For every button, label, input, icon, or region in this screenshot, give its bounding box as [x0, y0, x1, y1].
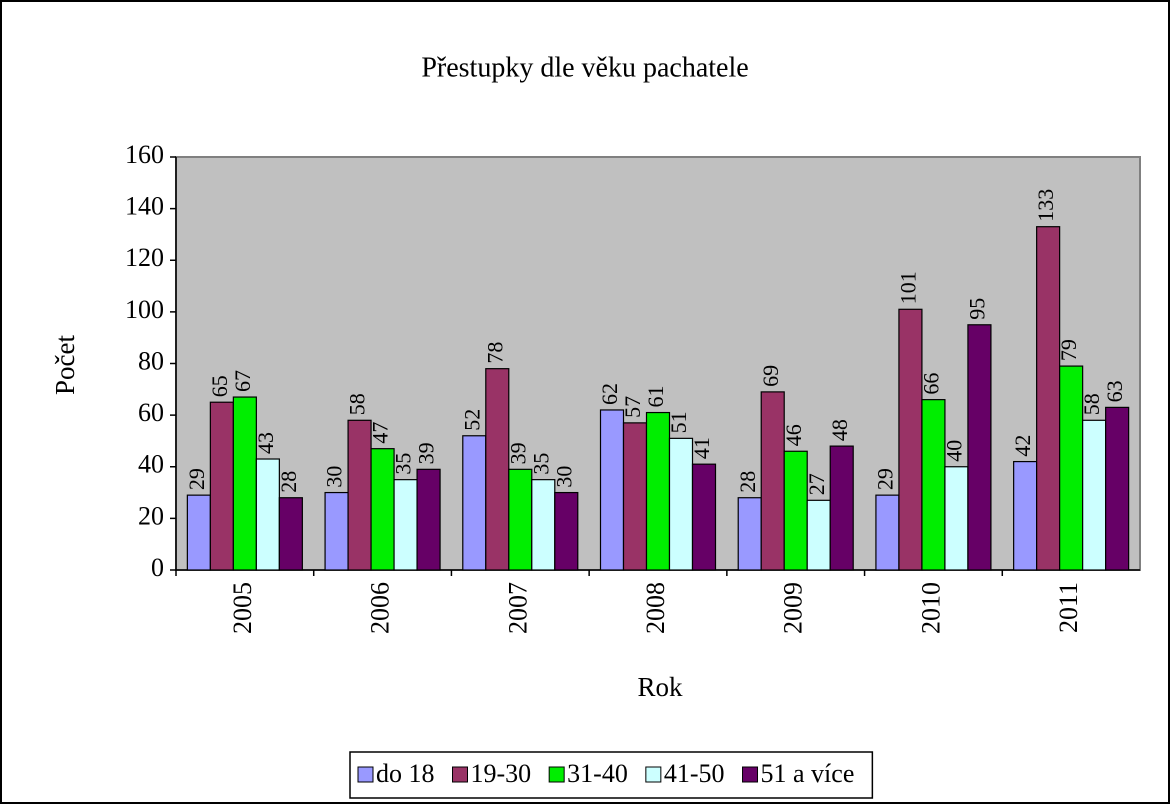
- legend-swatch: [742, 766, 759, 783]
- bar: [1013, 460, 1038, 571]
- data-label: 28: [735, 471, 760, 493]
- x-tick-label: 2007: [503, 582, 532, 634]
- data-label: 52: [459, 409, 484, 431]
- data-label: 30: [551, 466, 576, 488]
- chart-title: Přestupky dle věku pachatele: [421, 52, 748, 83]
- data-label: 42: [1010, 435, 1035, 457]
- y-tick-label: 20: [138, 501, 164, 530]
- y-axis-label: Počet: [50, 335, 80, 395]
- bar: [278, 497, 303, 571]
- data-label: 28: [276, 471, 301, 493]
- legend-swatch: [452, 766, 468, 783]
- bar: [1082, 419, 1107, 571]
- bar: [462, 435, 487, 571]
- data-label: 79: [1056, 339, 1081, 361]
- data-label: 67: [230, 370, 255, 392]
- legend-label: 41-50: [664, 759, 725, 788]
- data-label: 101: [895, 271, 920, 304]
- y-tick-label: 40: [138, 450, 164, 479]
- data-label: 78: [482, 342, 507, 364]
- bar: [806, 499, 831, 571]
- data-label: 62: [597, 383, 622, 405]
- x-tick-label: 2005: [228, 582, 257, 634]
- data-label: 48: [827, 419, 852, 441]
- y-tick-label: 80: [138, 346, 164, 375]
- legend-label: 31-40: [567, 759, 628, 788]
- x-tick-label: 2006: [366, 582, 395, 634]
- y-tick-label: 160: [125, 140, 164, 169]
- bar: [232, 396, 257, 571]
- data-label: 66: [918, 373, 943, 395]
- data-label: 35: [391, 453, 416, 475]
- bar: [645, 411, 671, 571]
- bar: [554, 491, 579, 571]
- bar: [875, 494, 900, 571]
- bar: [393, 479, 418, 571]
- data-label: 35: [528, 453, 553, 475]
- data-label: 43: [253, 432, 278, 454]
- bar: [737, 497, 762, 571]
- bar: [921, 399, 946, 571]
- y-tick-label: 140: [125, 192, 164, 221]
- data-label: 63: [1102, 380, 1127, 402]
- data-label: 39: [414, 442, 439, 464]
- y-tick-label: 120: [125, 243, 164, 272]
- data-label: 29: [184, 468, 209, 490]
- x-tick-label: 2009: [779, 582, 808, 634]
- legend-label: 19-30: [471, 759, 532, 788]
- data-label: 29: [872, 468, 897, 490]
- bar: [186, 494, 211, 571]
- bar: [898, 308, 923, 571]
- data-label: 40: [941, 440, 966, 462]
- bar: [829, 445, 854, 571]
- data-label: 95: [964, 298, 989, 320]
- legend-label: 51 a více: [761, 759, 855, 788]
- x-axis-label: Rok: [637, 672, 683, 702]
- bar: [531, 479, 556, 571]
- data-label: 27: [804, 473, 829, 495]
- y-tick-label: 100: [125, 295, 164, 324]
- x-tick-label: 2010: [916, 582, 945, 634]
- data-label: 61: [643, 386, 668, 408]
- bar: [485, 368, 510, 571]
- y-tick-label: 60: [138, 398, 164, 427]
- data-label: 51: [666, 411, 691, 433]
- bar: [783, 450, 808, 571]
- bar: [944, 466, 969, 571]
- bar: [760, 391, 785, 571]
- data-label: 58: [1079, 393, 1104, 415]
- legend-swatch: [357, 766, 374, 783]
- bar: [622, 422, 648, 571]
- data-label: 30: [322, 466, 347, 488]
- bar: [691, 463, 717, 571]
- data-label: 65: [207, 375, 232, 397]
- legend-swatch: [548, 766, 565, 783]
- data-label: 69: [758, 365, 783, 387]
- bar: [416, 468, 441, 571]
- y-tick-label: 0: [151, 553, 164, 582]
- bar: [1036, 226, 1061, 571]
- x-tick-label: 2008: [641, 582, 670, 634]
- bar: [1105, 406, 1130, 571]
- data-label: 133: [1033, 189, 1058, 222]
- bar: [324, 491, 349, 571]
- bar: [209, 401, 234, 571]
- legend-swatch: [645, 766, 662, 783]
- data-label: 39: [505, 442, 530, 464]
- bar: [967, 324, 992, 571]
- data-label: 46: [781, 424, 806, 446]
- x-tick-label: 2011: [1054, 582, 1083, 633]
- bar: [599, 409, 625, 571]
- data-label: 57: [620, 396, 645, 418]
- data-label: 41: [689, 437, 714, 459]
- legend: [349, 751, 874, 799]
- bar: [508, 468, 533, 571]
- data-label: 58: [345, 393, 370, 415]
- data-label: 47: [368, 422, 393, 444]
- legend-label: do 18: [376, 759, 435, 788]
